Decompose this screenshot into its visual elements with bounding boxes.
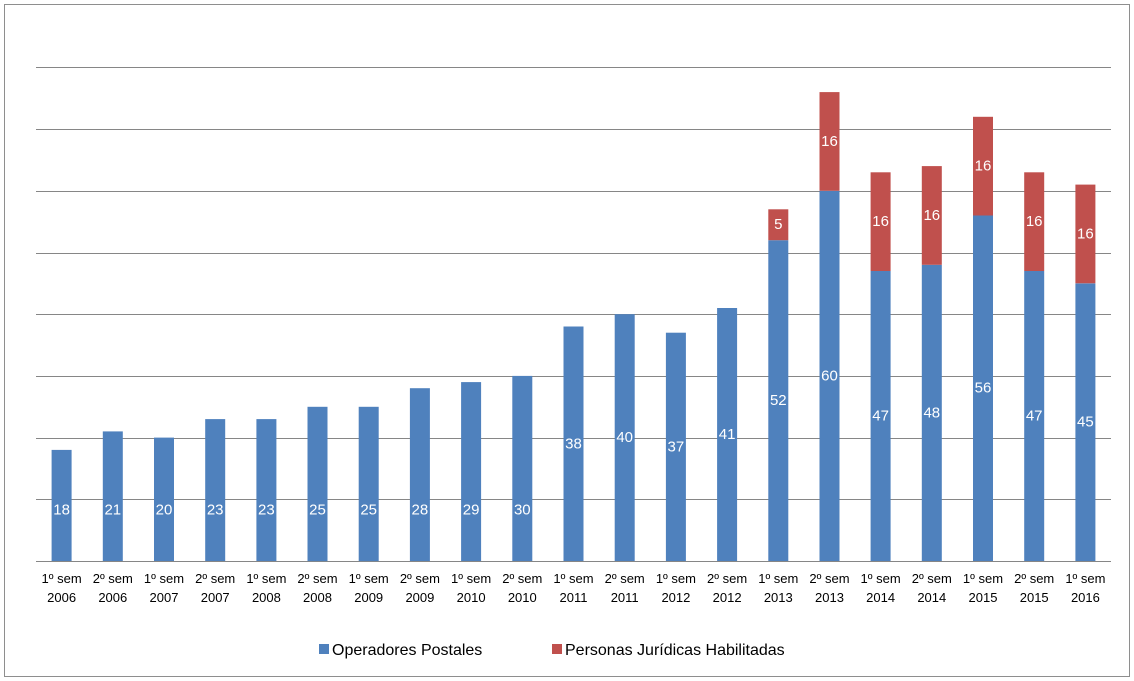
bar-operadores-postales [359, 407, 379, 561]
tick-label-semester: 2º sem [1014, 571, 1054, 586]
legend-swatch [319, 644, 329, 654]
data-label-operadores: 23 [258, 502, 275, 519]
tick-label-year: 2006 [47, 590, 76, 605]
tick-label-semester: 1º sem [963, 571, 1003, 586]
tick-label-semester: 1º sem [42, 571, 82, 586]
data-label-operadores: 23 [207, 502, 224, 519]
data-label-operadores: 56 [975, 380, 992, 397]
data-label-operadores: 25 [309, 502, 326, 519]
data-label-operadores: 47 [1026, 408, 1043, 425]
tick-label-year: 2012 [661, 590, 690, 605]
bar-operadores-postales [103, 431, 123, 561]
tick-label-semester: 1º sem [144, 571, 184, 586]
data-label-operadores: 40 [616, 429, 633, 446]
data-label-operadores: 30 [514, 502, 531, 519]
bar-operadores-postales [461, 382, 481, 561]
data-label-operadores: 45 [1077, 414, 1094, 431]
x-axis-tick-labels: 1º sem 2006 2º sem 2006 1º sem 2007 2º sem 2007… [42, 571, 1106, 605]
data-label-operadores: 29 [463, 502, 480, 519]
data-label-personas: 16 [1026, 213, 1043, 230]
data-label-operadores: 48 [923, 404, 940, 421]
legend-item-operadores: Operadores Postales [319, 642, 482, 659]
data-label-operadores: 37 [668, 438, 685, 455]
tick-label-semester: 2º sem [912, 571, 952, 586]
tick-label-semester: 2º sem [809, 571, 849, 586]
tick-label-year: 2009 [405, 590, 434, 605]
tick-label-semester: 2º sem [195, 571, 235, 586]
legend-label: Operadores Postales [332, 642, 482, 659]
tick-label-year: 2009 [354, 590, 383, 605]
tick-label-year: 2008 [303, 590, 332, 605]
data-label-personas: 16 [975, 158, 992, 175]
data-label-operadores: 20 [156, 502, 173, 519]
tick-label-year: 2006 [98, 590, 127, 605]
tick-label-year: 2013 [815, 590, 844, 605]
legend: Operadores Postales Personas Jurídicas Ha… [319, 642, 785, 659]
bar-operadores-postales [512, 376, 532, 561]
tick-label-semester: 1º sem [349, 571, 389, 586]
bar-operadores-postales [308, 407, 328, 561]
data-label-operadores: 41 [719, 426, 736, 443]
tick-label-semester: 1º sem [861, 571, 901, 586]
data-label-operadores: 60 [821, 367, 838, 384]
tick-label-year: 2010 [457, 590, 486, 605]
bar-operadores-postales [410, 388, 430, 561]
tick-label-year: 2015 [1020, 590, 1049, 605]
tick-label-semester: 2º sem [93, 571, 133, 586]
tick-label-year: 2015 [969, 590, 998, 605]
bars [52, 92, 1096, 561]
bar-operadores-postales [154, 438, 174, 561]
tick-label-year: 2014 [917, 590, 946, 605]
data-label-operadores: 18 [53, 502, 70, 519]
stacked-bar-chart: 18 21 20 23 23 25 25 28 29 30 38 40 37 41 52 5 60 16 47 16 4… [5, 5, 1131, 678]
tick-label-year: 2007 [150, 590, 179, 605]
tick-label-semester: 1º sem [1065, 571, 1105, 586]
data-label-personas: 16 [821, 133, 838, 150]
chart-frame: 18 21 20 23 23 25 25 28 29 30 38 40 37 41 52 5 60 16 47 16 4… [4, 4, 1130, 677]
tick-label-year: 2010 [508, 590, 537, 605]
legend-label: Personas Jurídicas Habilitadas [565, 642, 785, 659]
data-label-operadores: 47 [872, 408, 889, 425]
data-label-operadores: 28 [412, 502, 429, 519]
tick-label-year: 2013 [764, 590, 793, 605]
legend-swatch [552, 644, 562, 654]
tick-label-semester: 2º sem [297, 571, 337, 586]
tick-label-semester: 2º sem [605, 571, 645, 586]
tick-label-year: 2011 [611, 590, 639, 605]
tick-label-year: 2007 [201, 590, 230, 605]
tick-label-year: 2016 [1071, 590, 1100, 605]
data-label-personas: 5 [774, 216, 782, 233]
tick-label-semester: 1º sem [553, 571, 593, 586]
data-label-personas: 16 [872, 213, 889, 230]
tick-label-year: 2008 [252, 590, 281, 605]
data-label-personas: 16 [1077, 226, 1094, 243]
bar-operadores-postales [256, 419, 276, 561]
data-label-operadores: 25 [360, 502, 377, 519]
tick-label-semester: 1º sem [246, 571, 286, 586]
legend-item-personas: Personas Jurídicas Habilitadas [552, 642, 785, 659]
data-label-operadores: 52 [770, 392, 787, 409]
tick-label-semester: 2º sem [707, 571, 747, 586]
data-label-operadores: 38 [565, 435, 582, 452]
tick-label-year: 2012 [713, 590, 742, 605]
data-label-personas: 16 [923, 207, 940, 224]
data-label-operadores: 21 [104, 502, 121, 519]
tick-label-semester: 2º sem [502, 571, 542, 586]
tick-label-semester: 1º sem [656, 571, 696, 586]
tick-label-semester: 2º sem [400, 571, 440, 586]
bar-operadores-postales [205, 419, 225, 561]
tick-label-year: 2014 [866, 590, 895, 605]
tick-label-year: 2011 [560, 590, 588, 605]
tick-label-semester: 1º sem [451, 571, 491, 586]
tick-label-semester: 1º sem [758, 571, 798, 586]
